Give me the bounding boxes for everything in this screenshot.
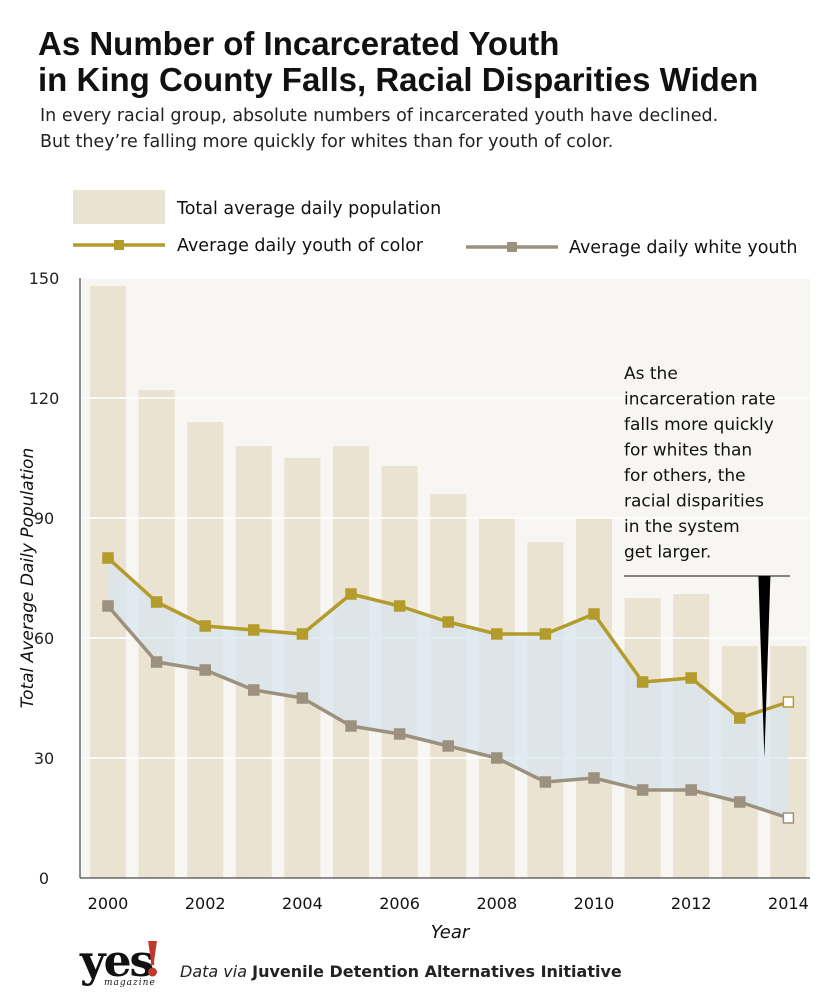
point-youth-of-color-2006 bbox=[393, 600, 406, 612]
source-prefix: Data via bbox=[180, 962, 248, 981]
point-white-youth-2011 bbox=[636, 784, 649, 796]
legend-label-total: Total average daily population bbox=[176, 199, 441, 219]
point-youth-of-color-2012 bbox=[685, 672, 697, 684]
point-white-youth-2006 bbox=[393, 728, 406, 740]
annotation-line-8: get larger. bbox=[624, 543, 711, 563]
x-axis-title: Year bbox=[431, 922, 471, 943]
point-white-youth-2001 bbox=[150, 656, 163, 668]
logo-exclamation: ! bbox=[142, 932, 164, 988]
annotation-pointer bbox=[758, 576, 771, 758]
y-tick-label-0: 0 bbox=[39, 869, 49, 888]
legend-label-white-youth: Average daily white youth bbox=[569, 238, 797, 258]
point-youth-of-color-2009 bbox=[539, 628, 552, 640]
legend-marker-youth-of-color bbox=[114, 240, 124, 250]
x-tick-label-2012: 2012 bbox=[671, 894, 712, 913]
source-org: Juvenile Detention Alternatives Initiati… bbox=[252, 962, 622, 981]
point-youth-of-color-2003 bbox=[248, 624, 260, 636]
annotation-line-7: in the system bbox=[624, 517, 740, 537]
disparity-gap-area bbox=[108, 558, 789, 818]
point-white-youth-2002 bbox=[199, 664, 211, 676]
chart-subtitle: In every racial group, absolute numbers … bbox=[40, 103, 830, 155]
chart-title: As Number of Incarcerated Youth in King … bbox=[38, 26, 818, 98]
point-youth-of-color-2001 bbox=[150, 596, 163, 608]
y-tick-label-30: 30 bbox=[34, 749, 54, 768]
point-youth-of-color-2008 bbox=[491, 628, 503, 640]
x-tick-label-2008: 2008 bbox=[476, 894, 517, 913]
point-youth-of-color-2002 bbox=[199, 620, 211, 632]
y-axis-title: Total Average Daily Population bbox=[18, 448, 38, 708]
x-tick-label-2002: 2002 bbox=[185, 894, 226, 913]
point-white-youth-2003 bbox=[248, 684, 260, 696]
y-tick-label-60: 60 bbox=[34, 629, 54, 648]
point-white-youth-2010 bbox=[588, 772, 600, 784]
annotation-line-6: racial disparities bbox=[624, 492, 764, 512]
point-youth-of-color-2000 bbox=[102, 552, 114, 564]
point-youth-of-color-2007 bbox=[442, 616, 454, 628]
chart-subtitle-line2: But they’re falling more quickly for whi… bbox=[40, 132, 614, 152]
point-white-youth-2005 bbox=[345, 720, 357, 732]
legend-marker-white-youth bbox=[507, 242, 517, 252]
point-youth-of-color-2010 bbox=[588, 608, 600, 620]
point-youth-of-color-2004 bbox=[296, 628, 309, 640]
y-tick-label-90: 90 bbox=[34, 509, 54, 528]
logo-subtitle: magazine bbox=[104, 978, 156, 988]
point-white-youth-2008 bbox=[491, 752, 503, 764]
annotation-line-3: falls more quickly bbox=[624, 415, 774, 435]
point-white-youth-2004 bbox=[296, 692, 309, 704]
annotation-line-2: incarceration rate bbox=[624, 390, 776, 410]
point-white-youth-2009 bbox=[539, 776, 552, 788]
legend-swatch-total bbox=[73, 190, 165, 224]
y-tick-label-150: 150 bbox=[29, 269, 60, 288]
x-tick-label-2000: 2000 bbox=[88, 894, 129, 913]
annotation-line-4: for whites than bbox=[624, 441, 752, 461]
chart-title-line2: in King County Falls, Racial Disparities… bbox=[38, 61, 759, 98]
y-tick-label-120: 120 bbox=[29, 389, 60, 408]
logo-word: yes bbox=[80, 936, 154, 987]
x-tick-label-2010: 2010 bbox=[574, 894, 615, 913]
point-white-youth-2013 bbox=[734, 796, 746, 808]
yes-magazine-logo: yes ! magazine bbox=[80, 932, 170, 992]
point-white-youth-2012 bbox=[685, 784, 697, 796]
point-youth-of-color-2014 bbox=[782, 696, 795, 708]
point-white-youth-2007 bbox=[442, 740, 454, 752]
point-white-youth-2014 bbox=[782, 812, 795, 824]
legend-label-youth-of-color: Average daily youth of color bbox=[177, 236, 424, 256]
chart-title-line1: As Number of Incarcerated Youth bbox=[38, 25, 560, 62]
point-youth-of-color-2011 bbox=[636, 676, 649, 688]
point-youth-of-color-2013 bbox=[734, 712, 746, 724]
chart-subtitle-line1: In every racial group, absolute numbers … bbox=[40, 106, 719, 126]
source-credit: Data via Juvenile Detention Alternatives… bbox=[180, 962, 622, 981]
point-youth-of-color-2005 bbox=[345, 588, 357, 600]
x-tick-label-2004: 2004 bbox=[282, 894, 323, 913]
point-white-youth-2000 bbox=[102, 600, 114, 612]
annotation-line-1: As the bbox=[624, 364, 678, 384]
x-tick-label-2006: 2006 bbox=[379, 894, 420, 913]
x-tick-label-2014: 2014 bbox=[768, 894, 809, 913]
annotation-line-5: for others, the bbox=[624, 466, 746, 486]
